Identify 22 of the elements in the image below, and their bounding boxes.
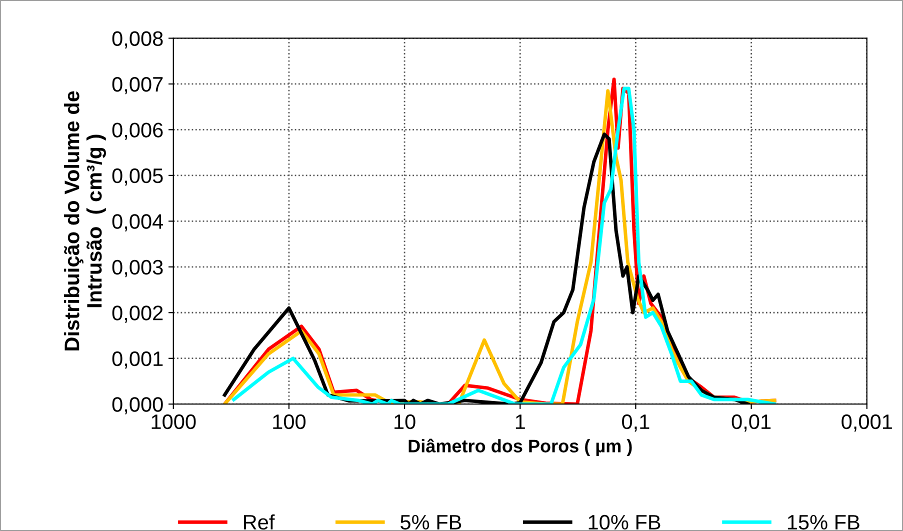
x-tick-label: 0,1 (622, 414, 650, 432)
legend-label: Ref (244, 514, 275, 530)
legend-label: 15% FB (788, 514, 860, 530)
legend-label: 10% FB (588, 514, 660, 530)
x-tick-label: 0,01 (732, 414, 771, 432)
y-tick-label: 0,004 (112, 214, 164, 232)
x-tick-label: 1000 (152, 414, 196, 430)
y-tick-label: 0,008 (112, 31, 163, 48)
y-axis-title: Distribuição do Volume de Intrusão ( cm³/g ) (64, 91, 106, 350)
y-tick-label: 0,005 (112, 168, 163, 186)
x-axis-title: Diâmetro dos Poros ( µm ) (408, 438, 632, 456)
y-tick-label: 0,002 (112, 306, 163, 323)
y-tick-label: 0,000 (112, 397, 163, 414)
x-tick-label: 1 (516, 414, 525, 429)
x-tick-label: 0,001 (842, 414, 892, 432)
y-tick-label: 0,007 (112, 76, 163, 94)
y-tick-label: 0,003 (112, 260, 163, 278)
y-tick-label: 0,001 (112, 351, 163, 369)
x-tick-label: 100 (273, 414, 306, 430)
x-tick-label: 10 (394, 414, 416, 430)
y-tick-label: 0,006 (112, 122, 163, 140)
legend-label: 5% FB (400, 514, 462, 530)
